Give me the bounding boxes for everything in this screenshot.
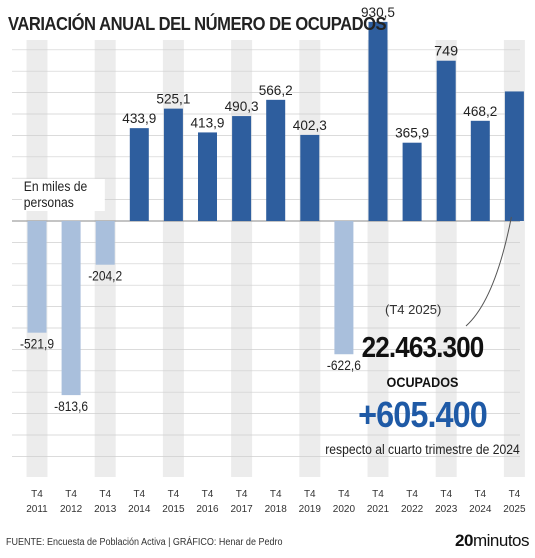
x-tick-label: 2020 xyxy=(333,504,356,515)
x-tick-label: T4 xyxy=(133,489,145,500)
value-label: 402,3 xyxy=(293,117,327,133)
callout-total: 22.463.300 xyxy=(361,332,485,364)
column-band xyxy=(299,40,321,477)
value-label: 413,9 xyxy=(191,114,225,130)
x-tick-label: 2023 xyxy=(435,504,458,515)
value-label: -204,2 xyxy=(88,268,122,284)
x-tick-label: 2013 xyxy=(94,504,117,515)
bar xyxy=(266,99,286,221)
x-tick-label: 2016 xyxy=(196,504,219,515)
value-label: 566,2 xyxy=(259,82,293,98)
x-tick-label: 2021 xyxy=(367,504,390,515)
bar xyxy=(436,60,456,221)
footer-source: FUENTE: Encuesta de Población Activa | G… xyxy=(6,537,283,548)
x-tick-label: 2018 xyxy=(265,504,288,515)
x-tick-label: T4 xyxy=(99,489,111,500)
x-tick-label: 2025 xyxy=(503,504,526,515)
value-label: -622,6 xyxy=(327,357,361,373)
bar xyxy=(402,142,422,221)
x-tick-label: 2012 xyxy=(60,504,83,515)
unit-label: En miles de personas xyxy=(22,179,105,211)
x-tick-label: T4 xyxy=(406,489,418,500)
x-tick-label: T4 xyxy=(65,489,77,500)
value-label: 365,9 xyxy=(395,125,429,141)
x-tick-label: 2017 xyxy=(230,504,253,515)
bar xyxy=(300,134,320,221)
x-tick-label: T4 xyxy=(168,489,180,500)
x-tick-labels: T4 2011 T4 2012 T4 2013 T4 2014 T4 2015 T4 2016 T4 20… xyxy=(26,489,526,515)
bar xyxy=(504,91,524,221)
value-label: 490,3 xyxy=(225,98,259,114)
bar xyxy=(61,221,81,396)
callout-unit: OCUPADOS xyxy=(386,374,459,390)
bars xyxy=(27,21,524,396)
brand-light: minutos xyxy=(472,531,530,550)
x-tick-label: T4 xyxy=(236,489,248,500)
bar xyxy=(334,221,354,355)
x-tick-label: T4 xyxy=(509,489,521,500)
bar xyxy=(198,132,217,221)
bar xyxy=(232,116,252,221)
value-label: 930,5 xyxy=(361,4,395,20)
brand-logo: 20minutos xyxy=(455,531,529,551)
bar xyxy=(368,21,388,221)
value-label: -521,9 xyxy=(20,336,54,352)
x-tick-label: T4 xyxy=(202,489,214,500)
x-tick-label: T4 xyxy=(304,489,316,500)
value-label: -813,6 xyxy=(54,398,88,414)
value-labels: -521,9 -813,6 -204,2 433,9525,1413,9490,356… xyxy=(20,4,497,414)
value-label: 433,9 xyxy=(122,110,156,126)
x-tick-label: 2024 xyxy=(469,504,492,515)
bar xyxy=(163,108,183,221)
brand-bold: 20 xyxy=(455,531,473,550)
x-tick-label: T4 xyxy=(338,489,350,500)
callout-period: (T4 2025) xyxy=(385,302,442,317)
x-tick-label: T4 xyxy=(270,489,282,500)
value-label: 468,2 xyxy=(463,103,497,119)
x-tick-label: T4 xyxy=(372,489,384,500)
bar xyxy=(129,128,149,221)
x-tick-label: T4 xyxy=(31,489,43,500)
callout-change: +605.400 xyxy=(358,394,488,435)
x-tick-label: 2022 xyxy=(401,504,424,515)
value-label: 749 xyxy=(434,43,458,59)
callout-note: respecto al cuarto trimestre de 2024 xyxy=(325,442,520,457)
x-tick-label: 2015 xyxy=(162,504,185,515)
value-label: 525,1 xyxy=(156,91,190,107)
chart-title: VARIACIÓN ANUAL DEL NÚMERO DE OCUPADOS xyxy=(8,14,387,34)
callout-arrow xyxy=(465,216,512,327)
bar xyxy=(470,120,490,221)
bar xyxy=(27,221,47,333)
x-tick-label: 2014 xyxy=(128,504,151,515)
x-tick-label: 2019 xyxy=(299,504,322,515)
x-tick-label: T4 xyxy=(440,489,452,500)
bar xyxy=(95,221,115,265)
x-tick-label: 2011 xyxy=(26,504,48,515)
x-tick-label: T4 xyxy=(474,489,486,500)
